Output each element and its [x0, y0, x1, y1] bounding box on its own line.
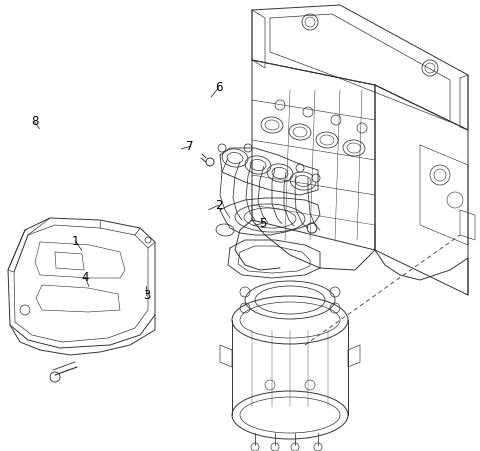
Circle shape	[291, 443, 299, 451]
Circle shape	[271, 443, 279, 451]
Text: 4: 4	[82, 271, 89, 284]
Circle shape	[265, 380, 275, 390]
Circle shape	[206, 158, 214, 166]
Circle shape	[244, 144, 252, 152]
Circle shape	[314, 443, 322, 451]
Text: 5: 5	[259, 217, 267, 230]
Circle shape	[307, 223, 317, 233]
Circle shape	[50, 372, 60, 382]
Text: 1: 1	[72, 235, 80, 248]
Text: 3: 3	[143, 289, 150, 302]
Text: 2: 2	[215, 199, 222, 212]
Text: 8: 8	[31, 115, 38, 128]
Circle shape	[251, 443, 259, 451]
Circle shape	[305, 380, 315, 390]
Text: 7: 7	[186, 140, 193, 153]
Circle shape	[296, 164, 304, 172]
Text: 6: 6	[215, 82, 222, 94]
Circle shape	[312, 174, 320, 182]
Circle shape	[218, 144, 226, 152]
